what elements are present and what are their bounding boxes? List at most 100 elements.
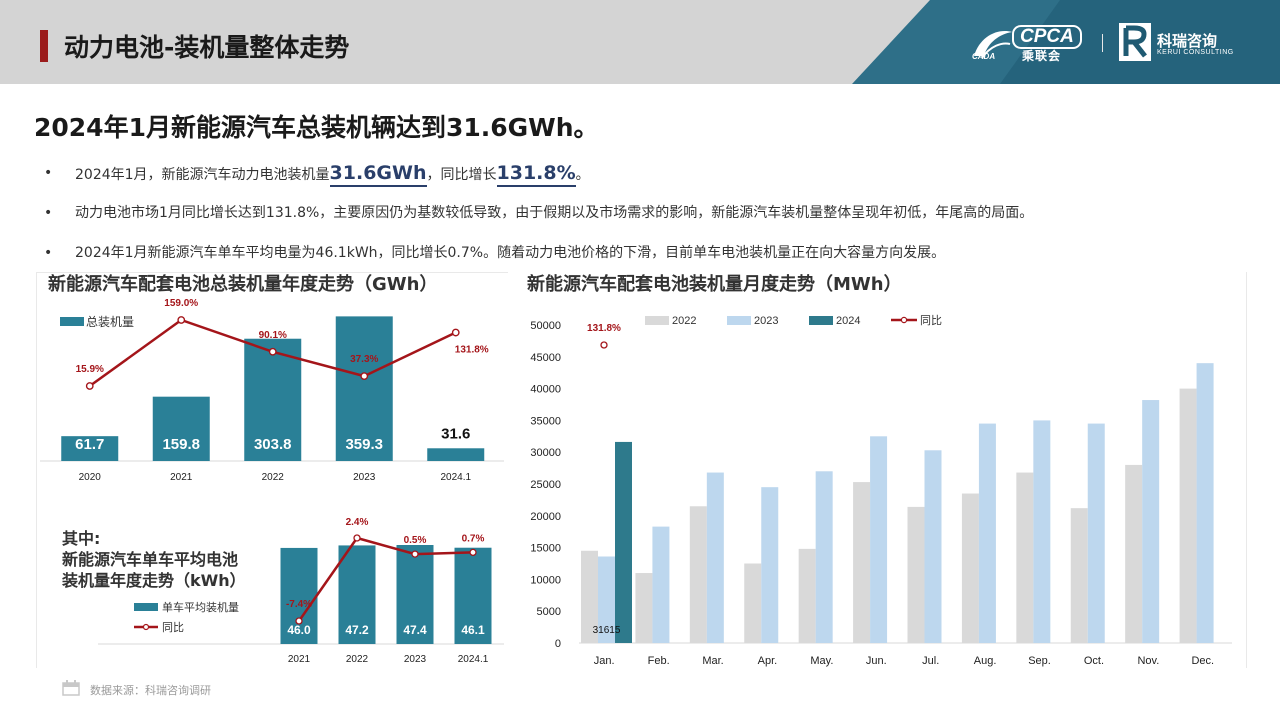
bullet-1-post: 。 xyxy=(575,167,590,183)
bar-avg-2021 xyxy=(280,547,318,644)
bullet-dot: • xyxy=(44,205,53,221)
x-tick-label: Feb. xyxy=(648,655,670,667)
yoy-point xyxy=(268,347,277,356)
bar-2023-Jul. xyxy=(924,450,942,643)
bar-total-2020 xyxy=(61,436,119,461)
panel-edge xyxy=(36,272,508,273)
bar-2023-Sep. xyxy=(1033,420,1051,643)
yoy-label: 90.1% xyxy=(259,330,287,341)
bar-value-label: 159.8 xyxy=(162,436,200,453)
legend-label-avg: 单车平均装机量 xyxy=(162,600,239,614)
y-tick-label: 20000 xyxy=(530,511,561,523)
legend-swatch-2023 xyxy=(727,316,751,325)
yoy-point xyxy=(600,341,608,349)
cpca-swoosh-icon xyxy=(974,31,1012,59)
x-tick-label: 2022 xyxy=(346,654,369,665)
x-tick-label: Jan. xyxy=(594,655,615,667)
panel-edge xyxy=(36,272,37,668)
legend-marker-yoy xyxy=(142,623,150,631)
yoy-label: 159.0% xyxy=(164,298,198,309)
yoy-label: 37.3% xyxy=(350,354,378,365)
bar-2023-May. xyxy=(815,471,833,643)
yoy-label: 131.8% xyxy=(455,345,489,356)
bullet-dot: • xyxy=(44,245,53,261)
per-vehicle-title-line-1: 其中: xyxy=(62,529,101,548)
bar-avg-2024.1 xyxy=(454,547,492,644)
bar-value-label: 303.8 xyxy=(254,436,292,453)
y-tick-label: 50000 xyxy=(530,320,561,332)
yoy-label: 2.4% xyxy=(346,517,369,528)
legend-swatch-avg xyxy=(134,603,158,611)
bar-2022-May. xyxy=(798,548,816,643)
legend-label-2022: 2022 xyxy=(672,315,696,327)
page-title: 动力电池-装机量整体走势 xyxy=(64,33,350,62)
per-vehicle-title-line-3: 装机量年度走势（kWh） xyxy=(62,571,246,590)
legend-label-yoy: 同比 xyxy=(162,621,184,634)
bar-value-label: 47.2 xyxy=(345,623,369,637)
bullet-dot: • xyxy=(44,165,53,181)
bar-value-label: 31615 xyxy=(593,625,621,636)
yoy-label: 0.7% xyxy=(462,533,485,544)
x-tick-label: Jun. xyxy=(866,655,887,667)
bar-2022-Dec. xyxy=(1179,388,1197,643)
per-vehicle-title-line-2: 新能源汽车单车平均电池 xyxy=(62,550,239,569)
legend-swatch-total xyxy=(60,317,84,326)
bar-2022-Aug. xyxy=(961,493,979,643)
x-tick-label: 2021 xyxy=(170,472,193,483)
bar-2023-Nov. xyxy=(1142,400,1160,643)
yoy-point xyxy=(360,372,369,381)
x-tick-label: Jul. xyxy=(922,655,939,667)
panel-edge xyxy=(1246,272,1247,668)
x-tick-label: 2023 xyxy=(353,472,376,483)
monthly-chart-title: 新能源汽车配套电池装机量月度走势（MWh） xyxy=(527,274,902,295)
bar-2023-Mar. xyxy=(706,472,724,643)
y-tick-label: 5000 xyxy=(537,606,561,618)
y-tick-label: 30000 xyxy=(530,447,561,459)
kerui-logo-icon xyxy=(1119,23,1151,61)
yoy-line xyxy=(297,536,474,622)
x-tick-label: Apr. xyxy=(758,655,778,667)
bar-2022-Nov. xyxy=(1125,464,1143,643)
bar-total-2024.1 xyxy=(427,448,485,461)
yoy-point xyxy=(451,328,460,337)
bar-2024-Jan. xyxy=(615,441,632,643)
bullet-1-mid: ，同比增长 xyxy=(426,167,497,183)
legend-swatch-2024 xyxy=(809,316,833,325)
highlight-value-growth: 131.8% xyxy=(496,162,576,187)
yoy-label: -7.4% xyxy=(286,599,312,610)
bar-2022-Jan. xyxy=(581,550,598,643)
x-tick-label: Dec. xyxy=(1191,655,1214,667)
legend-label-2024: 2024 xyxy=(836,315,860,327)
bar-2022-Apr. xyxy=(744,563,762,643)
kerui-logo-en: KERUI CONSULTING xyxy=(1157,49,1234,56)
bullet-1-pre: 2024年1月，新能源汽车动力电池装机量 xyxy=(75,167,330,183)
yoy-point xyxy=(353,534,361,542)
bar-2022-Oct. xyxy=(1070,508,1088,643)
monthly-chart: 0 5000 10000 15000 20000 25000 30000 35000 40000… xyxy=(530,314,1232,667)
y-tick-label: 10000 xyxy=(530,574,561,586)
data-source: 数据来源：科瑞咨询调研 xyxy=(90,684,211,697)
x-tick-label: 2023 xyxy=(404,654,427,665)
bar-2023-Apr. xyxy=(761,487,779,643)
yoy-point xyxy=(295,617,303,625)
x-tick-label: Nov. xyxy=(1137,655,1159,667)
headline: 2024年1月新能源汽车总装机辆达到31.6GWh。 xyxy=(34,113,599,142)
cada-badge: CADA xyxy=(972,52,996,61)
calendar-icon xyxy=(62,680,80,696)
y-tick-label: 35000 xyxy=(530,415,561,427)
bar-value-label: 61.7 xyxy=(75,436,104,453)
x-tick-label: Oct. xyxy=(1084,655,1104,667)
legend-marker-yoy xyxy=(900,316,908,324)
x-tick-label: 2022 xyxy=(262,472,285,483)
bar-2022-Mar. xyxy=(689,506,707,643)
bar-total-2022 xyxy=(244,338,302,461)
legend-swatch-2022 xyxy=(645,316,669,325)
bar-avg-2023 xyxy=(396,545,434,644)
yoy-label: 0.5% xyxy=(404,535,427,546)
logo-divider xyxy=(1102,34,1103,52)
bar-2023-Oct. xyxy=(1087,423,1105,643)
annual-total-chart: 总装机量 61.7 2020 159.8 2021 303.8 2022 359.3 2023 3… xyxy=(40,298,504,483)
highlight-value-gwh: 31.6GWh xyxy=(329,162,427,187)
bullet-2: • 动力电池市场1月同比增长达到131.8%，主要原因仍为基数较低导致，由于假期… xyxy=(40,198,1260,238)
